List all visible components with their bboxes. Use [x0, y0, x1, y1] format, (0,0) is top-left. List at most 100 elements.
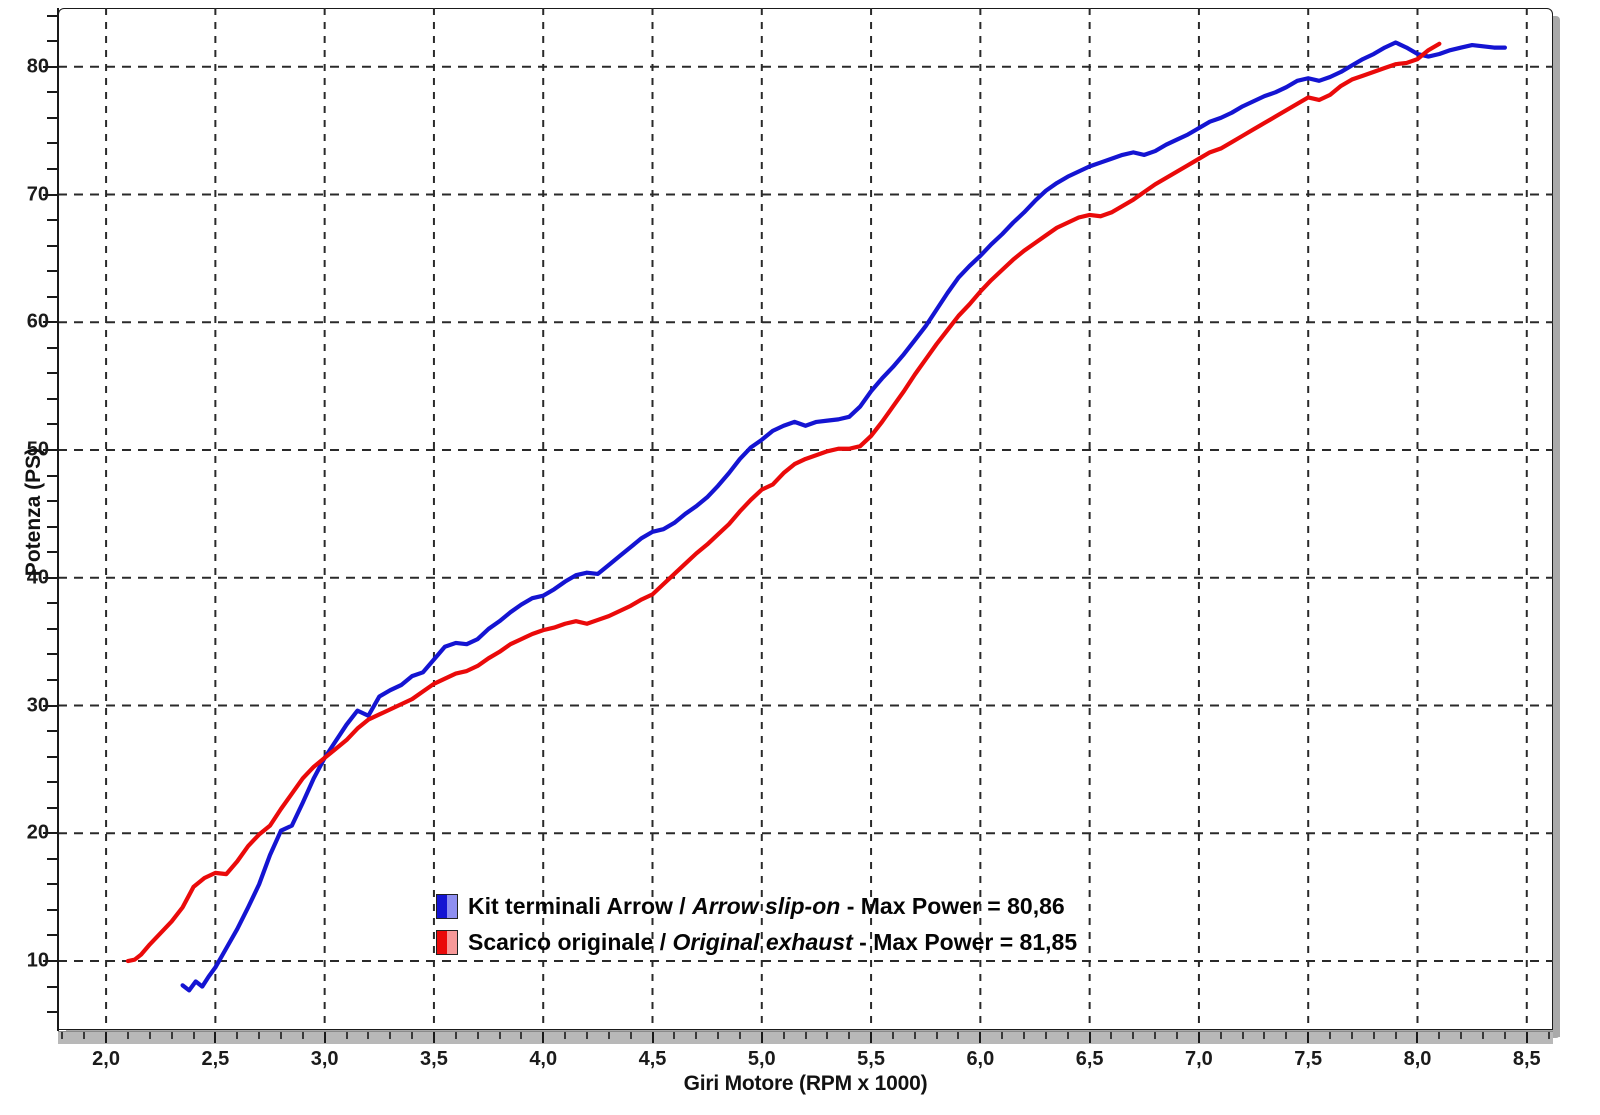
legend-color-swatch: [436, 929, 458, 955]
x-minor-tick: [301, 1032, 304, 1039]
y-minor-tick: [47, 270, 58, 273]
x-tick-label: 7,0: [1185, 1048, 1213, 1070]
y-minor-tick: [47, 167, 58, 170]
y-minor-tick: [47, 219, 58, 222]
y-major-tick: [43, 960, 58, 962]
x-tick-label: 6,0: [966, 1048, 995, 1070]
x-minor-tick: [148, 1032, 151, 1039]
x-minor-tick: [1044, 1032, 1047, 1039]
y-minor-tick: [47, 602, 58, 605]
x-tick-label: 4,0: [529, 1048, 558, 1070]
x-minor-tick: [1066, 1032, 1069, 1039]
x-minor-tick: [192, 1032, 195, 1039]
y-minor-tick: [47, 40, 58, 43]
x-minor-tick: [695, 1032, 698, 1039]
x-minor-tick: [1285, 1032, 1288, 1039]
x-minor-tick: [1460, 1032, 1463, 1039]
y-minor-tick: [47, 346, 58, 349]
x-minor-tick: [498, 1032, 501, 1039]
x-major-tick: [105, 1032, 108, 1043]
series-lines: [125, 40, 1508, 993]
y-minor-tick: [47, 525, 58, 528]
x-minor-tick: [61, 1032, 64, 1039]
x-minor-tick: [411, 1032, 414, 1039]
x-axis-title: Giri Motore (RPM x 1000): [683, 1072, 928, 1095]
legend-item: Scarico originale / Original exhaust - M…: [436, 924, 1077, 960]
x-minor-tick: [738, 1032, 741, 1039]
x-minor-tick: [520, 1032, 523, 1039]
x-tick-label: 6,5: [1075, 1048, 1104, 1070]
x-tick-label: 8,0: [1403, 1048, 1432, 1070]
x-minor-tick: [1350, 1032, 1353, 1039]
y-minor-tick: [47, 500, 58, 503]
x-minor-tick: [126, 1032, 129, 1039]
x-major-tick: [651, 1032, 654, 1043]
y-minor-tick: [47, 678, 58, 681]
x-minor-tick: [1394, 1032, 1397, 1039]
y-minor-tick: [47, 397, 58, 400]
plot-area: [58, 8, 1553, 1030]
x-minor-tick: [585, 1032, 588, 1039]
x-major-tick: [760, 1032, 763, 1043]
y-minor-tick: [47, 372, 58, 375]
legend-label: Scarico originale / Original exhaust - M…: [468, 928, 1078, 955]
x-major-tick: [1307, 1032, 1310, 1043]
x-minor-tick: [826, 1032, 829, 1039]
plot-shadow-right: [1553, 16, 1560, 1038]
y-minor-tick: [47, 91, 58, 94]
x-minor-tick: [1219, 1032, 1222, 1039]
y-major-tick: [43, 832, 58, 835]
y-minor-tick: [47, 116, 58, 119]
x-minor-tick: [1329, 1032, 1332, 1039]
y-minor-tick: [47, 295, 58, 298]
x-tick-label: 2,0: [92, 1048, 120, 1070]
series-line-0: [180, 40, 1508, 993]
y-major-tick: [43, 576, 58, 579]
y-minor-tick: [47, 755, 58, 758]
x-tick-label: 5,0: [747, 1048, 776, 1070]
y-major-tick: [43, 193, 58, 196]
legend-label: Kit terminali Arrow / Arrow slip-on - Ma…: [468, 892, 1065, 919]
x-tick-label: 4,5: [638, 1048, 667, 1070]
y-minor-tick: [47, 908, 58, 911]
y-minor-tick: [47, 857, 58, 860]
x-minor-tick: [1482, 1032, 1485, 1039]
y-major-tick: [43, 704, 58, 707]
legend-item: Kit terminali Arrow / Arrow slip-on - Ma…: [436, 888, 1077, 924]
x-minor-tick: [1503, 1032, 1506, 1039]
y-axis-title: Potenza (PS): [22, 447, 45, 577]
x-tick-label: 2,5: [201, 1048, 230, 1070]
y-major-tick: [43, 321, 58, 324]
x-major-tick: [542, 1032, 545, 1043]
x-major-tick: [1088, 1032, 1091, 1043]
y-minor-tick: [47, 781, 58, 784]
y-minor-tick: [47, 551, 58, 554]
x-minor-tick: [804, 1032, 807, 1039]
x-minor-tick: [891, 1032, 894, 1039]
x-minor-tick: [848, 1032, 851, 1039]
x-minor-tick: [367, 1032, 370, 1039]
y-minor-tick: [47, 474, 58, 477]
grid-lines: [58, 8, 1553, 1030]
y-major-tick: [43, 449, 58, 451]
x-minor-tick: [1438, 1032, 1441, 1039]
x-minor-tick: [1132, 1032, 1135, 1039]
x-minor-tick: [1547, 1032, 1550, 1039]
y-minor-tick: [47, 653, 58, 656]
x-minor-tick: [1372, 1032, 1375, 1039]
x-minor-tick: [1176, 1032, 1179, 1039]
x-major-tick: [323, 1032, 326, 1043]
y-minor-tick: [47, 627, 58, 630]
x-tick-label: 7,5: [1294, 1048, 1323, 1070]
y-axis-line: [57, 8, 59, 1031]
x-minor-tick: [170, 1032, 173, 1039]
x-tick-label: 3,0: [310, 1048, 339, 1070]
legend-color-swatch: [436, 893, 458, 919]
x-minor-tick: [782, 1032, 785, 1039]
x-minor-tick: [1110, 1032, 1113, 1039]
x-minor-tick: [258, 1032, 261, 1039]
x-major-tick: [432, 1032, 435, 1043]
x-minor-tick: [913, 1032, 916, 1039]
x-minor-tick: [607, 1032, 610, 1039]
